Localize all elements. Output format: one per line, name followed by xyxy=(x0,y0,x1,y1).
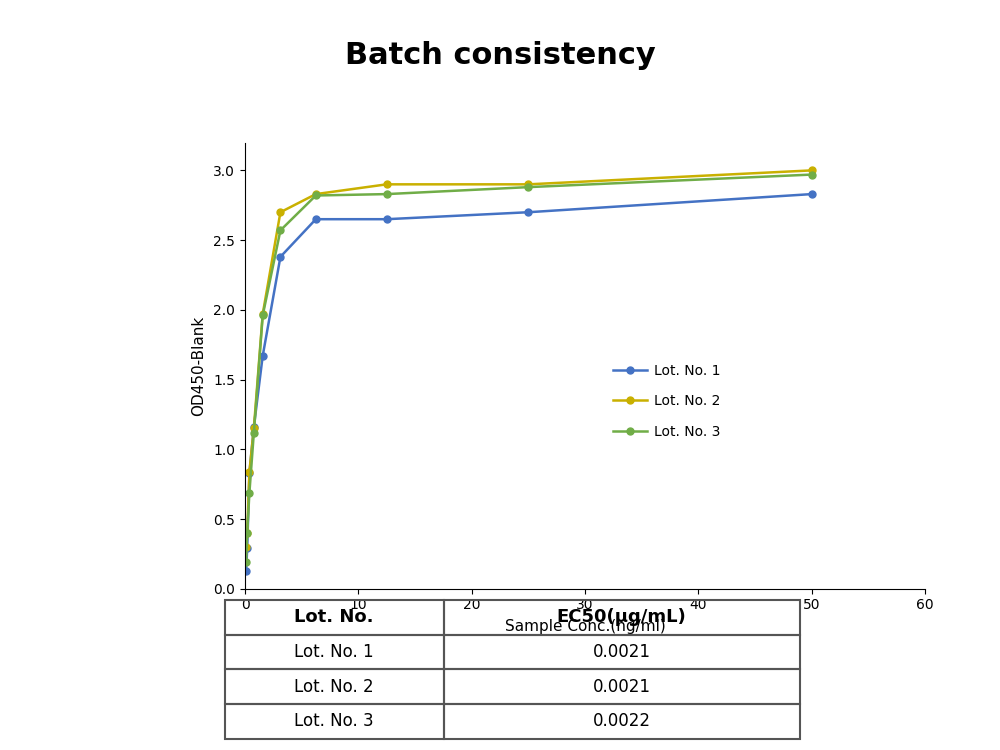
Lot. No. 1 xyxy=(522,208,534,217)
Lot. No. 1 xyxy=(248,422,260,431)
Lot. No. 1 xyxy=(381,214,393,223)
Lot. No. 1 xyxy=(257,351,269,360)
Lot. No. 3 xyxy=(381,190,393,199)
Lot. No. 3 xyxy=(310,191,322,200)
Lot. No. 3 xyxy=(240,558,252,567)
Lot. No. 2 xyxy=(522,180,534,189)
Lot. No. 2 xyxy=(240,542,252,551)
Lot. No. 1 xyxy=(806,190,818,199)
Text: Lot. No. 3: Lot. No. 3 xyxy=(294,712,374,730)
Lot. No. 3 xyxy=(806,170,818,179)
Lot. No. 2 xyxy=(248,424,260,433)
Lot. No. 3 xyxy=(241,529,253,538)
Lot. No. 3 xyxy=(243,488,255,497)
Text: EC50(μg/mL): EC50(μg/mL) xyxy=(557,608,687,626)
Text: Lot. No. 1: Lot. No. 1 xyxy=(294,643,374,661)
Line: Lot. No. 2: Lot. No. 2 xyxy=(243,167,815,550)
Lot. No. 2 xyxy=(241,529,253,538)
Lot. No. 1 xyxy=(310,214,322,223)
Text: 0.0021: 0.0021 xyxy=(593,643,651,661)
Lot. No. 2 xyxy=(806,166,818,175)
Lot. No. 3 xyxy=(248,428,260,437)
Line: Lot. No. 1: Lot. No. 1 xyxy=(243,190,815,574)
Lot. No. 3 xyxy=(522,183,534,192)
Lot. No. 2 xyxy=(381,180,393,189)
Text: Lot. No.: Lot. No. xyxy=(294,608,374,626)
Lot. No. 3 xyxy=(274,226,286,235)
Text: 0.0022: 0.0022 xyxy=(593,712,651,730)
Lot. No. 2 xyxy=(310,190,322,199)
Lot. No. 2 xyxy=(274,208,286,217)
Y-axis label: OD450-Blank: OD450-Blank xyxy=(191,316,206,416)
Lot. No. 1 xyxy=(240,566,252,575)
Lot. No. 1 xyxy=(241,544,253,553)
X-axis label: Sample Conc.(ng/ml): Sample Conc.(ng/ml) xyxy=(505,620,665,634)
Lot. No. 3 xyxy=(257,311,269,320)
Legend: Lot. No. 1, Lot. No. 2, Lot. No. 3: Lot. No. 1, Lot. No. 2, Lot. No. 3 xyxy=(607,358,726,445)
Lot. No. 2 xyxy=(243,467,255,476)
Text: Lot. No. 2: Lot. No. 2 xyxy=(294,678,374,696)
Lot. No. 1 xyxy=(274,252,286,261)
Lot. No. 2 xyxy=(257,310,269,319)
Line: Lot. No. 3: Lot. No. 3 xyxy=(243,171,815,566)
Lot. No. 1 xyxy=(243,469,255,478)
Text: 0.0021: 0.0021 xyxy=(593,678,651,696)
Text: Batch consistency: Batch consistency xyxy=(345,41,655,70)
